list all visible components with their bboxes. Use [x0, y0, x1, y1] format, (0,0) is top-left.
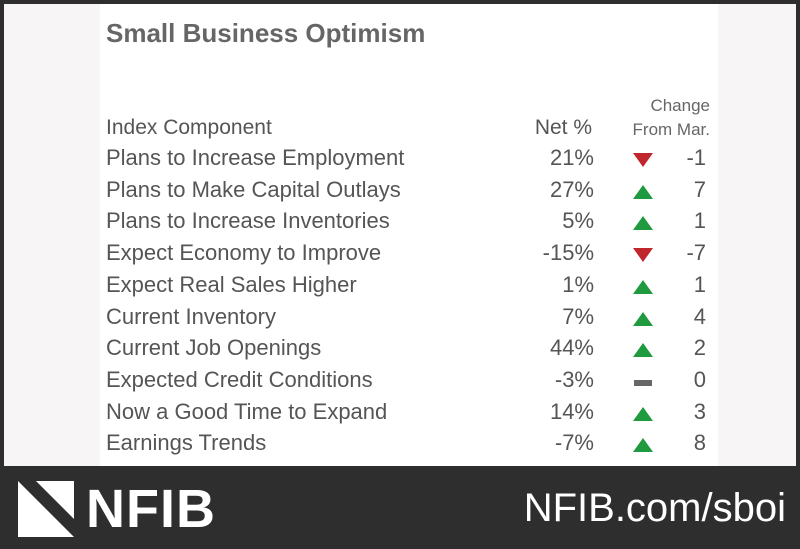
header-component: Index Component	[106, 116, 272, 139]
header-change-line2: From Mar.	[632, 120, 710, 139]
row-net: 14%	[549, 398, 594, 424]
nfib-logo-text: NFIB	[86, 479, 216, 539]
row-label: Current Job Openings	[106, 335, 322, 361]
row-change: -1	[686, 145, 706, 170]
row-net: 44%	[549, 335, 594, 361]
row-change: 4	[693, 303, 706, 329]
row-net: -3%	[554, 366, 594, 392]
row-net: 5%	[562, 208, 594, 234]
row-net: 21%	[549, 145, 594, 170]
table-row: Current Inventory 7% 4	[106, 304, 712, 335]
triangle-up-icon	[633, 311, 653, 326]
table-row: Plans to Make Capital Outlays 27% 7	[106, 177, 712, 208]
row-change: 1	[693, 208, 706, 234]
table-row: Plans to Increase Employment 21% -1	[106, 145, 712, 176]
row-label: Plans to Increase Inventories	[106, 208, 390, 234]
triangle-up-icon	[633, 343, 653, 358]
row-change: 3	[693, 398, 706, 424]
table-row: Plans to Increase Inventories 5% 1	[106, 208, 712, 239]
triangle-up-icon	[633, 216, 653, 231]
row-label: Expect Real Sales Higher	[106, 271, 357, 297]
row-label: Now a Good Time to Expand	[106, 398, 388, 424]
row-change: -7	[686, 240, 706, 266]
footer-url[interactable]: NFIB.com/sboi	[523, 486, 786, 530]
row-change: 7	[693, 176, 706, 202]
row-label: Plans to Make Capital Outlays	[106, 176, 401, 202]
row-net: -7%	[554, 430, 594, 456]
dash-icon	[634, 379, 652, 386]
row-change: 0	[693, 366, 706, 392]
row-net: 27%	[549, 176, 594, 202]
table-row: Current Job Openings 44% 2	[106, 335, 712, 366]
table-background	[100, 4, 718, 466]
header-net: Net %	[534, 116, 592, 139]
row-change: 1	[693, 271, 706, 297]
row-label: Earnings Trends	[106, 430, 267, 456]
table-row: Now a Good Time to Expand 14% 3	[106, 399, 712, 430]
triangle-up-icon	[633, 406, 653, 421]
header-change: Change From Mar.	[633, 94, 710, 142]
table-row: Expect Real Sales Higher 1% 1	[106, 272, 712, 303]
header-change-line1: Change	[650, 96, 710, 115]
row-label: Current Inventory	[106, 303, 276, 329]
table-row: Expected Credit Conditions -3% 0	[106, 367, 712, 398]
nfib-logo-icon	[18, 481, 74, 537]
page-title: Small Business Optimism	[106, 18, 426, 48]
row-label: Expected Credit Conditions	[106, 366, 373, 392]
table-panel	[4, 4, 796, 466]
table-row: Earnings Trends -7% 8	[106, 430, 712, 461]
row-label: Plans to Increase Employment	[106, 145, 405, 170]
row-net: -15%	[542, 240, 594, 266]
triangle-up-icon	[633, 279, 653, 294]
row-label: Expect Economy to Improve	[106, 240, 382, 266]
table-row: Expect Economy to Improve -15% -7	[106, 240, 712, 271]
row-net: 1%	[562, 271, 594, 297]
triangle-up-icon	[633, 438, 653, 453]
row-change: 2	[693, 335, 706, 361]
triangle-up-icon	[633, 184, 653, 199]
triangle-down-icon	[633, 248, 653, 263]
row-change: 8	[693, 430, 706, 456]
triangle-down-icon	[633, 153, 653, 167]
row-net: 7%	[562, 303, 594, 329]
